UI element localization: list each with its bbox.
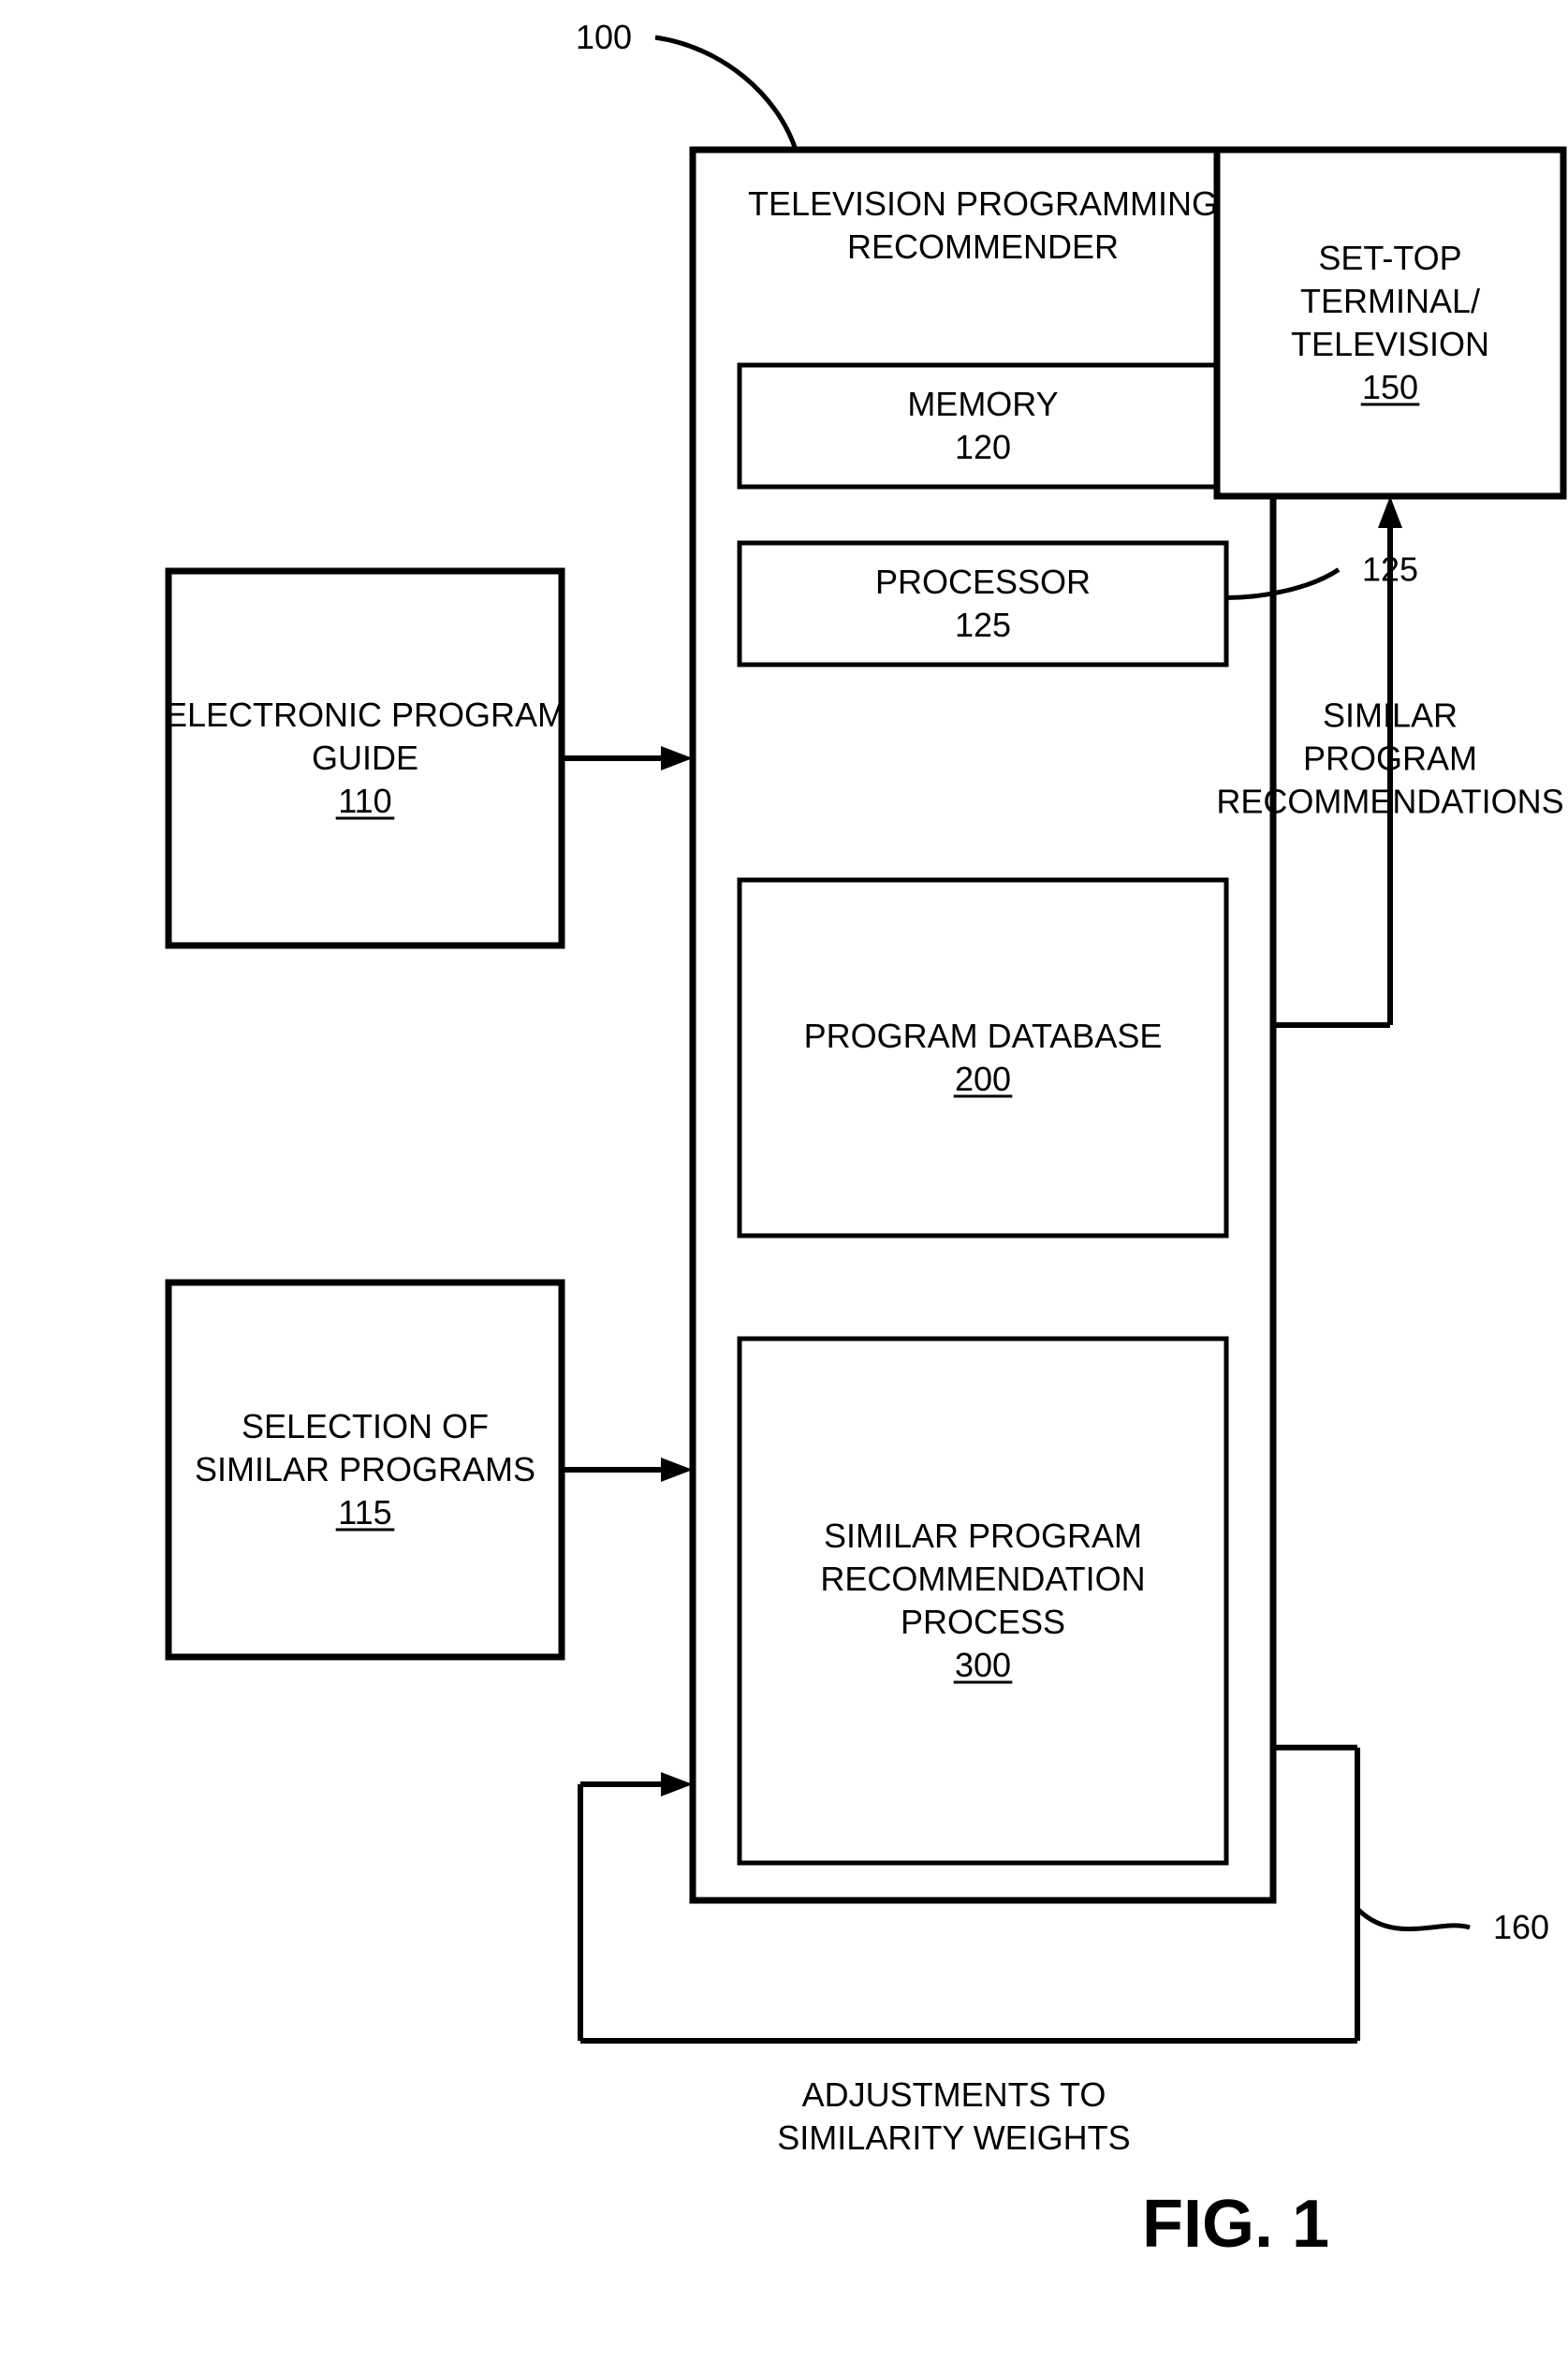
svg-text:120: 120 — [955, 428, 1011, 466]
svg-text:RECOMMENDATIONS: RECOMMENDATIONS — [1216, 783, 1563, 821]
svg-text:115: 115 — [338, 1493, 391, 1532]
svg-text:SIMILARITY WEIGHTS: SIMILARITY WEIGHTS — [777, 2118, 1130, 2157]
svg-text:300: 300 — [955, 1646, 1011, 1684]
svg-text:FIG. 1: FIG. 1 — [1142, 2187, 1329, 2262]
svg-text:SIMILAR PROGRAMS: SIMILAR PROGRAMS — [195, 1450, 535, 1488]
svg-text:TELEVISION PROGRAMMING: TELEVISION PROGRAMMING — [748, 184, 1218, 223]
svg-text:PROCESSOR: PROCESSOR — [875, 563, 1091, 601]
svg-text:SIMILAR: SIMILAR — [1323, 696, 1458, 735]
svg-text:MEMORY: MEMORY — [907, 385, 1058, 423]
svg-text:125: 125 — [955, 606, 1011, 644]
svg-text:160: 160 — [1493, 1908, 1549, 1946]
svg-text:SELECTION OF: SELECTION OF — [242, 1407, 489, 1445]
svg-text:TERMINAL/: TERMINAL/ — [1300, 282, 1480, 320]
svg-text:100: 100 — [576, 18, 632, 56]
svg-text:ELECTRONIC PROGRAM: ELECTRONIC PROGRAM — [165, 696, 565, 734]
svg-text:RECOMMENDER: RECOMMENDER — [847, 227, 1119, 266]
svg-text:SIMILAR PROGRAM: SIMILAR PROGRAM — [824, 1517, 1142, 1555]
svg-text:RECOMMENDATION: RECOMMENDATION — [820, 1560, 1145, 1598]
svg-text:PROGRAM: PROGRAM — [1303, 740, 1477, 778]
svg-text:ADJUSTMENTS TO: ADJUSTMENTS TO — [802, 2075, 1106, 2114]
svg-text:PROCESS: PROCESS — [901, 1603, 1065, 1641]
svg-text:PROGRAM DATABASE: PROGRAM DATABASE — [804, 1017, 1163, 1055]
svg-text:SET-TOP: SET-TOP — [1318, 239, 1461, 277]
svg-text:150: 150 — [1362, 368, 1418, 406]
svg-text:GUIDE: GUIDE — [312, 739, 418, 777]
svg-text:110: 110 — [338, 782, 391, 820]
svg-text:200: 200 — [955, 1060, 1011, 1098]
svg-text:TELEVISION: TELEVISION — [1291, 325, 1489, 363]
